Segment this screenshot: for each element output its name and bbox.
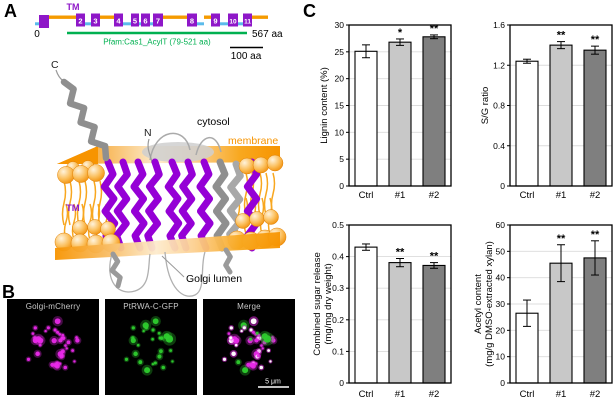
svg-text:25: 25 (335, 47, 345, 57)
svg-text:8: 8 (190, 17, 194, 26)
svg-text:(mg/g DMSO-extracted xylan): (mg/g DMSO-extracted xylan) (484, 241, 495, 367)
tm-row-label: TM (67, 2, 80, 12)
domain-diagram: 2 3 4 5 6 7 8 9 10 11 (35, 13, 268, 28)
svg-text:Ctrl: Ctrl (520, 389, 535, 400)
gfp-channel-image (123, 316, 177, 376)
gfp-image-title: PtRWA-C-GFP (123, 302, 179, 311)
svg-text:10: 10 (496, 352, 506, 362)
svg-text:#2: #2 (590, 190, 601, 200)
microscopy-image-gfp: PtRWA-C-GFP (105, 299, 197, 395)
svg-text:10: 10 (229, 19, 237, 26)
svg-text:#1: #1 (395, 389, 406, 400)
chart-lignin-content: Ctrl * #1 ** #2 0 5 10 15 20 25 30 Lignin content (%… (313, 4, 459, 205)
svg-text:0: 0 (339, 181, 344, 191)
scalebar-overlay: 5 μm (258, 379, 289, 388)
svg-text:0.4: 0.4 (493, 141, 505, 151)
svg-text:**: ** (430, 251, 439, 263)
svg-text:4: 4 (116, 17, 121, 26)
svg-text:2: 2 (78, 17, 82, 26)
svg-text:0: 0 (500, 378, 505, 388)
svg-text:20: 20 (335, 74, 345, 84)
svg-text:Combined sugar release: Combined sugar release (313, 252, 323, 356)
svg-text:15: 15 (335, 101, 345, 111)
svg-text:0: 0 (500, 181, 505, 191)
n-terminus-label: N (144, 127, 152, 139)
panel-b-label: B (2, 282, 15, 302)
svg-text:**: ** (591, 34, 600, 46)
chart-sugar-release: Ctrl ** #1 ** #2 0 0.1 0.2 0.3 0.4 0.5 Combined sug… (312, 200, 459, 406)
svg-text:0.8: 0.8 (493, 101, 505, 111)
svg-text:#2: #2 (429, 190, 440, 200)
membrane-label: membrane (228, 135, 278, 147)
aa-scalebar-label: 100 aa (231, 51, 262, 62)
svg-text:#1: #1 (556, 190, 567, 200)
svg-text:**: ** (430, 23, 439, 35)
merge-image-title: Merge (237, 302, 261, 311)
chart-acetyl-content: Ctrl ** #1 ** #2 0 10 20 30 40 50 60 Acetyl content(… (473, 200, 616, 406)
svg-text:Ctrl: Ctrl (359, 389, 374, 400)
c-terminus-label: C (51, 59, 59, 71)
membrane-topology-illustration (54, 69, 287, 297)
svg-text:Ctrl: Ctrl (359, 190, 374, 200)
svg-text:0.4: 0.4 (332, 252, 344, 262)
svg-text:0.3: 0.3 (332, 283, 344, 293)
svg-text:9: 9 (213, 17, 217, 26)
svg-text:11: 11 (244, 19, 251, 26)
svg-text:0.1: 0.1 (332, 346, 344, 356)
svg-text:Acetyl content: Acetyl content (474, 274, 484, 334)
svg-text:**: ** (591, 229, 600, 241)
svg-text:(mg/mg dry weight): (mg/mg dry weight) (323, 263, 334, 344)
tm-structure-label: TM (66, 203, 80, 214)
panel-a-illustration: 2 3 4 5 6 7 8 9 10 11 TM 0 567 aa Pfam:Cas1_AcylT… (34, 2, 287, 297)
svg-text:**: ** (557, 30, 566, 42)
svg-text:1.6: 1.6 (493, 20, 505, 30)
cytosol-label: cytosol (197, 116, 230, 128)
svg-text:Ctrl: Ctrl (520, 190, 535, 200)
svg-text:30: 30 (335, 20, 345, 30)
svg-text:0.5: 0.5 (332, 220, 344, 230)
svg-text:5: 5 (339, 154, 344, 164)
svg-text:0: 0 (339, 378, 344, 388)
mcherry-image-title: Golgi-mCherry (25, 302, 81, 311)
svg-text:10: 10 (335, 127, 345, 137)
svg-text:60: 60 (496, 220, 506, 230)
svg-text:7: 7 (156, 17, 160, 26)
pfam-domain-label: Pfam:Cas1_AcylT (79-521 aa) (103, 38, 211, 47)
svg-text:#1: #1 (395, 190, 406, 200)
svg-text:#2: #2 (429, 389, 440, 400)
svg-text:#1: #1 (556, 389, 567, 400)
svg-text:1.2: 1.2 (493, 60, 505, 70)
merge-channel-image (221, 316, 278, 376)
svg-text:**: ** (557, 233, 566, 245)
svg-text:30: 30 (496, 299, 506, 309)
svg-text:5: 5 (133, 17, 137, 26)
panel-a-label: A (4, 1, 17, 21)
svg-text:Lignin content (%): Lignin content (%) (319, 67, 330, 144)
mcherry-channel-image (25, 316, 82, 371)
svg-text:40: 40 (496, 273, 506, 283)
svg-text:0.2: 0.2 (332, 315, 344, 325)
svg-text:*: * (398, 27, 403, 39)
svg-text:6: 6 (143, 17, 147, 26)
microscopy-image-golgi-mcherry: Golgi-mCherry (7, 299, 99, 395)
svg-text:20: 20 (496, 325, 506, 335)
microscopy-image-merge: Merge 5 μm (203, 299, 295, 395)
panel-c-label: C (303, 1, 316, 21)
svg-text:#2: #2 (590, 389, 601, 400)
micron-scalebar-label: 5 μm (265, 379, 281, 386)
sequence-start-label: 0 (34, 29, 40, 40)
chart-sg-ratio: Ctrl ** #1 ** #2 0 0.4 0.8 1.2 1.6 S/G ratio (474, 4, 616, 205)
svg-text:**: ** (396, 246, 405, 258)
golgi-lumen-label: Golgi lumen (186, 273, 242, 285)
svg-text:50: 50 (496, 246, 506, 256)
sequence-end-label: 567 aa (252, 29, 283, 40)
svg-text:S/G ratio: S/G ratio (480, 87, 491, 125)
svg-text:3: 3 (93, 17, 97, 26)
